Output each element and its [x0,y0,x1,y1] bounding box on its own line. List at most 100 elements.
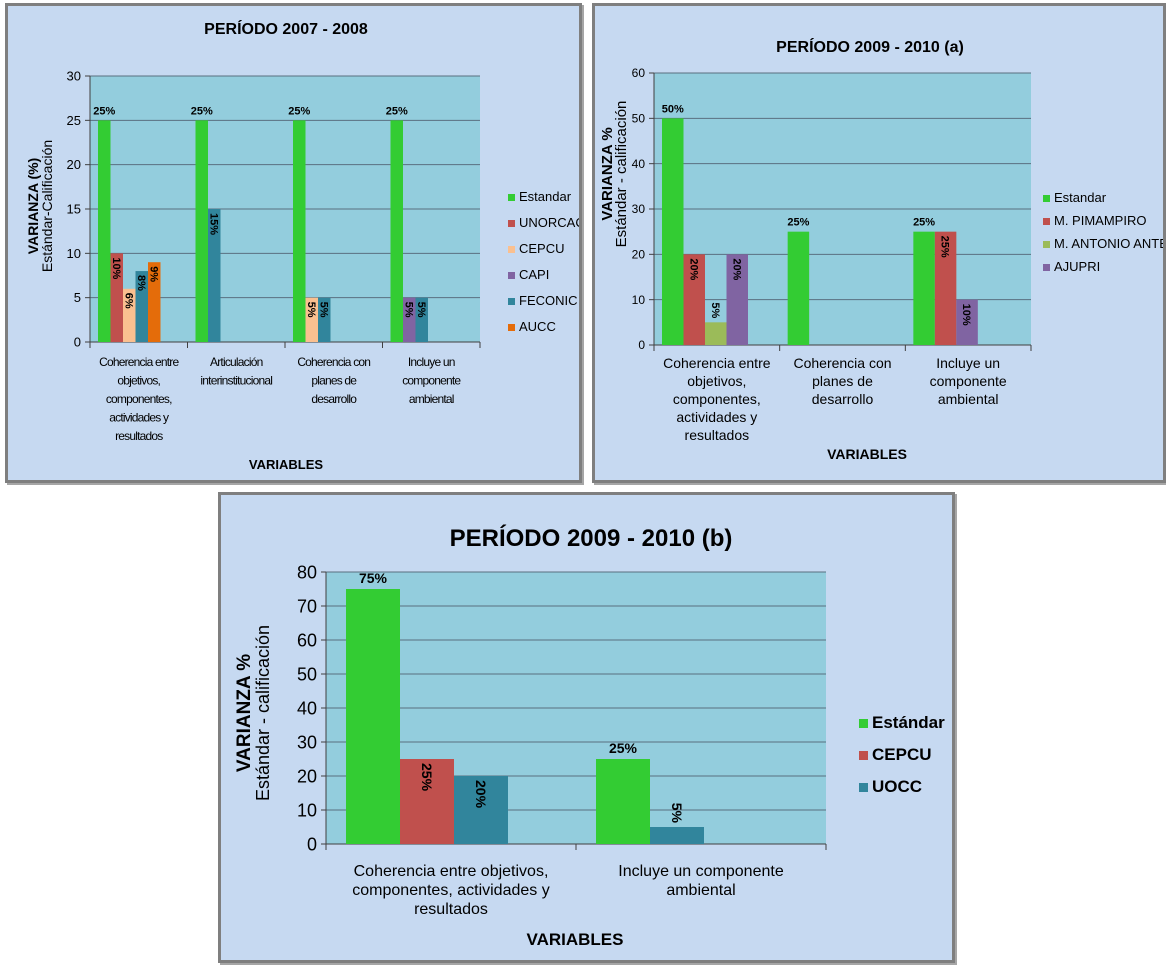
data-label: 25% [609,740,638,756]
x-category-label: ambiental [666,882,735,899]
data-label: 5% [669,803,685,824]
x-category-label: desarrollo [311,392,357,406]
bar-estandar [913,231,935,345]
y-tick-label: 30 [297,732,317,752]
y-tick-label: 0 [74,335,81,350]
y-tick-label: 30 [67,69,81,84]
legend-swatch [508,272,515,279]
legend-swatch [508,246,515,253]
legend-label: CEPCU [519,241,565,256]
y-tick-label: 20 [297,766,317,786]
legend-label: Estándar [872,713,945,732]
bar-ajupri [726,254,748,345]
data-label: 25% [386,105,408,117]
legend-swatch [508,194,515,201]
bar-cepcu [305,297,318,342]
data-label: 8% [135,275,147,291]
bar-est-ndar [596,759,650,844]
y-tick-label: 70 [297,596,317,616]
y-axis-label: VARIANZA % [599,127,616,220]
x-category-label: Coherencia entre [663,355,771,371]
y-tick-label: 15 [67,202,81,217]
x-category-label: ambiental [409,392,454,406]
x-category-label: componente [930,373,1007,389]
y-tick-label: 60 [297,630,317,650]
data-label: 25% [913,217,935,229]
y-tick-label: 10 [632,293,646,307]
bar-m-pimampiro [934,231,957,345]
legend-swatch [508,220,515,227]
bar-estandar [390,120,403,342]
x-category-label: Coherencia entre [99,355,179,369]
chart-title: PERÍODO 2009 - 2010 (a) [776,37,964,56]
legend-label: FECONIC [519,293,578,308]
legend-label: AUCC [519,319,556,334]
data-label: 25% [787,217,809,229]
x-category-label: Incluye un componente [618,863,784,880]
x-category-label: ambiental [938,391,999,407]
bar-cepcu [123,288,136,342]
data-label: 20% [687,258,699,280]
bar-estandar [662,118,684,345]
legend-label: M. ANTONIO ANTE [1054,236,1163,251]
x-category-label: Coherencia entre objetivos, [354,863,549,880]
data-label: 5% [317,302,329,318]
chart-title: PERÍODO 2007 - 2008 [204,19,368,38]
data-label: 5% [305,302,317,318]
bar-capi [403,297,416,342]
data-label: 5% [402,302,414,318]
data-label: 5% [709,302,721,318]
data-label: 10% [960,304,972,326]
data-label: 15% [207,213,219,235]
x-category-label: Articulación [210,355,263,369]
legend-label: UNORCAC [519,215,579,230]
data-label: 20% [730,258,742,280]
data-label: 5% [415,302,427,318]
legend-swatch [1043,241,1050,248]
bar-feconic [135,271,148,342]
bar-m-antonio-ante [705,322,727,345]
x-axis-label: VARIABLES [527,930,624,949]
x-category-label: componentes, [673,391,761,407]
y-tick-label: 20 [67,157,81,172]
chart-svg: 0 5 10 15 20 25 30 25% 10% 6%8%9% Coherencia entre… [25,19,579,472]
data-label: 25% [288,105,310,117]
bar-uocc [454,776,508,844]
x-category-label: Incluye un [936,355,1000,371]
x-category-label: resultados [115,429,163,443]
x-category-label: planes de [812,373,873,389]
bar-estandar [787,231,810,345]
y-tick-label: 40 [632,157,646,171]
y-tick-label: 0 [638,338,645,352]
chart-panel-2009-2010-b: 0 10 20 30 40 50 60 70 80 75% 25% 20% Coherencia ent… [218,492,955,963]
x-category-label: objetivos, [687,373,746,389]
y-axis-sublabel: Estándar-Calificación [39,140,55,272]
data-label: 20% [473,780,489,809]
chart-panel-2007-2008: 0 5 10 15 20 25 30 25% 10% 6% 8% 9% Coherencia entre… [5,3,582,483]
y-axis-sublabel: Estándar - calificación [253,625,273,801]
chart-svg: 0 10 20 30 40 50 60 70 80 75% 25% 20% Coherencia ent… [234,524,945,949]
data-label: 50% [662,103,684,115]
x-category-label: Incluye un [408,355,455,369]
y-tick-label: 10 [297,800,317,820]
data-label: 25% [419,763,435,792]
legend-label: UOCC [872,777,922,796]
legend-label: Estandar [519,189,572,204]
y-tick-label: 80 [297,562,317,582]
y-axis-label: VARIANZA % [234,654,255,772]
bar-aucc [148,262,161,342]
x-category-label: Coherencia con [793,355,891,371]
bar-feconic [318,297,331,342]
y-tick-label: 30 [632,202,646,216]
x-category-label: resultados [414,901,488,918]
bar-ajupri [956,299,978,345]
y-axis-label: VARIANZA (%) [25,158,41,254]
chart-svg: 0 10 20 30 40 50 60 50% 20% 5% 20% Coherencia entre… [599,37,1163,462]
x-category-label: componentes, [106,392,172,406]
x-category-label: actividades y [676,409,757,425]
x-axis-label: VARIABLES [249,457,323,472]
chart-panel-2009-2010-a: 0 10 20 30 40 50 60 50% 20% 5% 20% Coherencia entre… [592,3,1166,483]
legend-swatch [508,324,515,331]
data-label: 9% [147,266,159,282]
data-label: 75% [359,570,388,586]
